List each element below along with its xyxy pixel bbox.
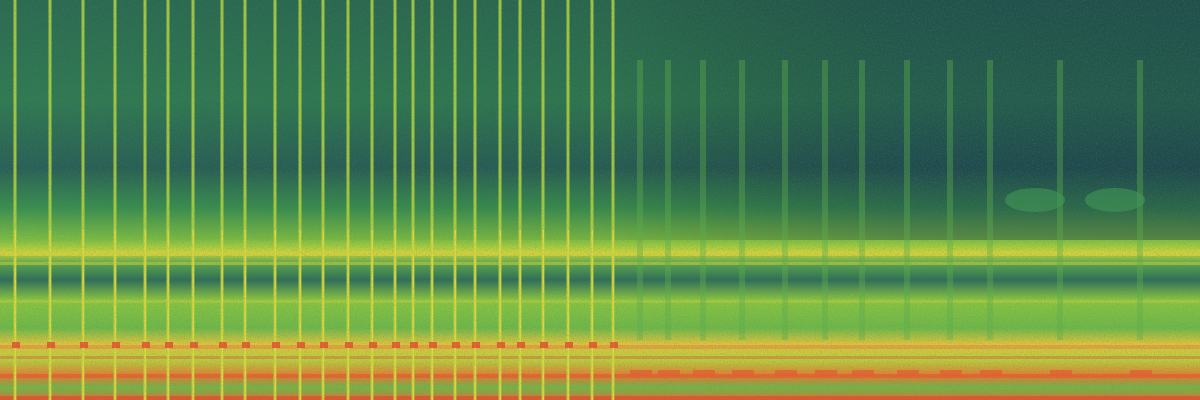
spectrogram [0,0,1200,400]
page: (() => { const svg = document.getElement… [0,0,1200,400]
noise [0,0,1200,400]
